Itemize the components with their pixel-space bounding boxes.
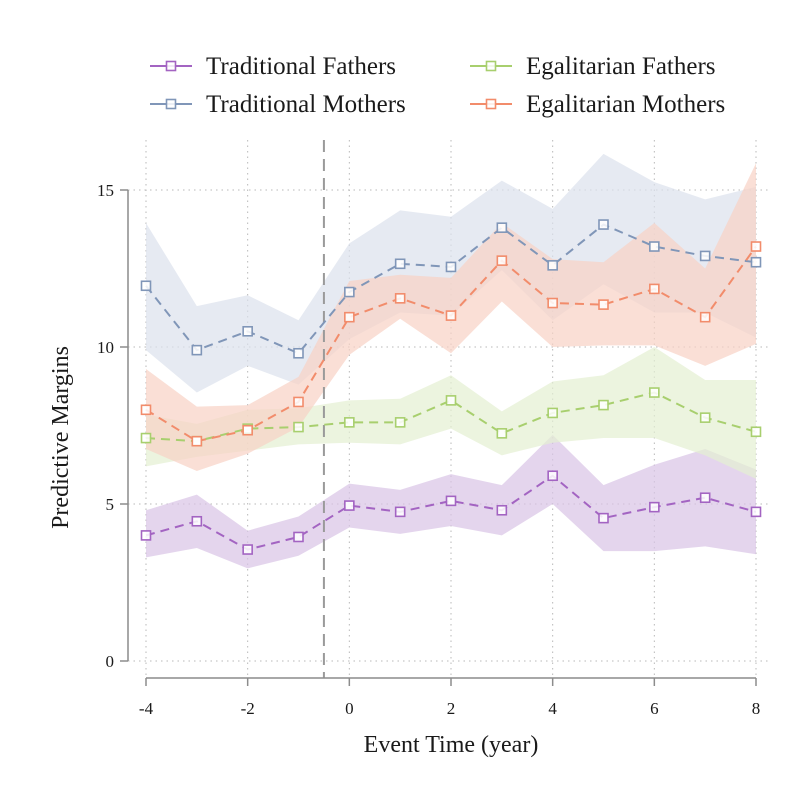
data-point xyxy=(344,417,355,428)
series-markers xyxy=(140,219,762,555)
confidence-band xyxy=(146,347,756,479)
data-point xyxy=(485,98,497,110)
data-point xyxy=(496,222,508,233)
data-point xyxy=(699,311,711,323)
x-tick-label: -4 xyxy=(139,699,154,718)
data-point xyxy=(547,297,558,309)
data-point xyxy=(293,531,304,543)
axes xyxy=(120,189,757,686)
data-point xyxy=(598,399,609,411)
data-point xyxy=(649,501,660,513)
data-point xyxy=(140,432,152,444)
data-point xyxy=(496,504,508,516)
data-point xyxy=(242,325,253,337)
data-point xyxy=(140,280,152,292)
y-tick-label: 0 xyxy=(106,652,115,671)
data-point xyxy=(165,98,177,110)
data-point xyxy=(344,311,355,323)
x-tick-label: 4 xyxy=(548,699,557,718)
y-tick-label: 10 xyxy=(97,338,114,357)
data-point xyxy=(750,506,762,518)
data-point xyxy=(344,286,355,298)
data-point xyxy=(496,255,508,266)
x-tick-label: 2 xyxy=(447,699,456,718)
data-point xyxy=(598,299,609,310)
data-point xyxy=(750,241,762,252)
data-point xyxy=(649,241,660,252)
data-point xyxy=(140,530,152,541)
data-point xyxy=(140,404,152,416)
data-point xyxy=(445,310,457,321)
data-point xyxy=(344,500,355,511)
legend: Traditional Fathers Traditional Mothers Eg… xyxy=(150,53,725,118)
data-point xyxy=(699,412,711,423)
data-point xyxy=(445,395,457,406)
data-point xyxy=(191,435,203,447)
y-tick-label: 15 xyxy=(97,181,114,200)
x-tick-label: 0 xyxy=(345,699,354,718)
legend-label: Traditional Mothers xyxy=(206,91,406,118)
x-tick-label: 6 xyxy=(650,699,659,718)
data-point xyxy=(293,396,304,408)
data-point xyxy=(394,258,406,270)
legend-label: Egalitarian Fathers xyxy=(526,53,716,80)
x-tick-label: -2 xyxy=(241,699,255,718)
data-point xyxy=(191,515,203,527)
x-tick-label: 8 xyxy=(752,699,761,718)
data-point xyxy=(165,60,177,72)
legend-label: Traditional Fathers xyxy=(206,53,396,80)
data-point xyxy=(496,428,508,439)
y-tick-label: 5 xyxy=(106,495,115,514)
data-point xyxy=(191,344,203,356)
data-point xyxy=(598,512,609,524)
data-point xyxy=(394,506,406,518)
data-point xyxy=(598,219,609,230)
data-point xyxy=(293,421,304,433)
data-point xyxy=(547,407,558,419)
data-point xyxy=(699,492,711,504)
data-point xyxy=(485,60,497,72)
data-point xyxy=(242,424,253,436)
data-point xyxy=(293,347,304,359)
data-point xyxy=(394,293,406,304)
data-point xyxy=(750,426,762,438)
data-point xyxy=(445,495,457,507)
confidence-band xyxy=(146,153,756,393)
x-axis-title: Event Time (year) xyxy=(364,732,539,758)
y-axis-title: Predictive Margins xyxy=(48,346,74,529)
data-point xyxy=(242,544,253,555)
tick-labels: 0 5 10 15 -4 -2 0 2 4 6 8 xyxy=(97,181,760,718)
legend-label: Egalitarian Mothers xyxy=(526,91,725,118)
data-point xyxy=(649,283,660,295)
data-point xyxy=(547,470,558,482)
data-point xyxy=(649,387,660,398)
data-point xyxy=(699,250,711,262)
data-point xyxy=(394,417,406,428)
data-point xyxy=(750,256,762,268)
data-point xyxy=(445,261,457,273)
data-point xyxy=(547,260,558,271)
